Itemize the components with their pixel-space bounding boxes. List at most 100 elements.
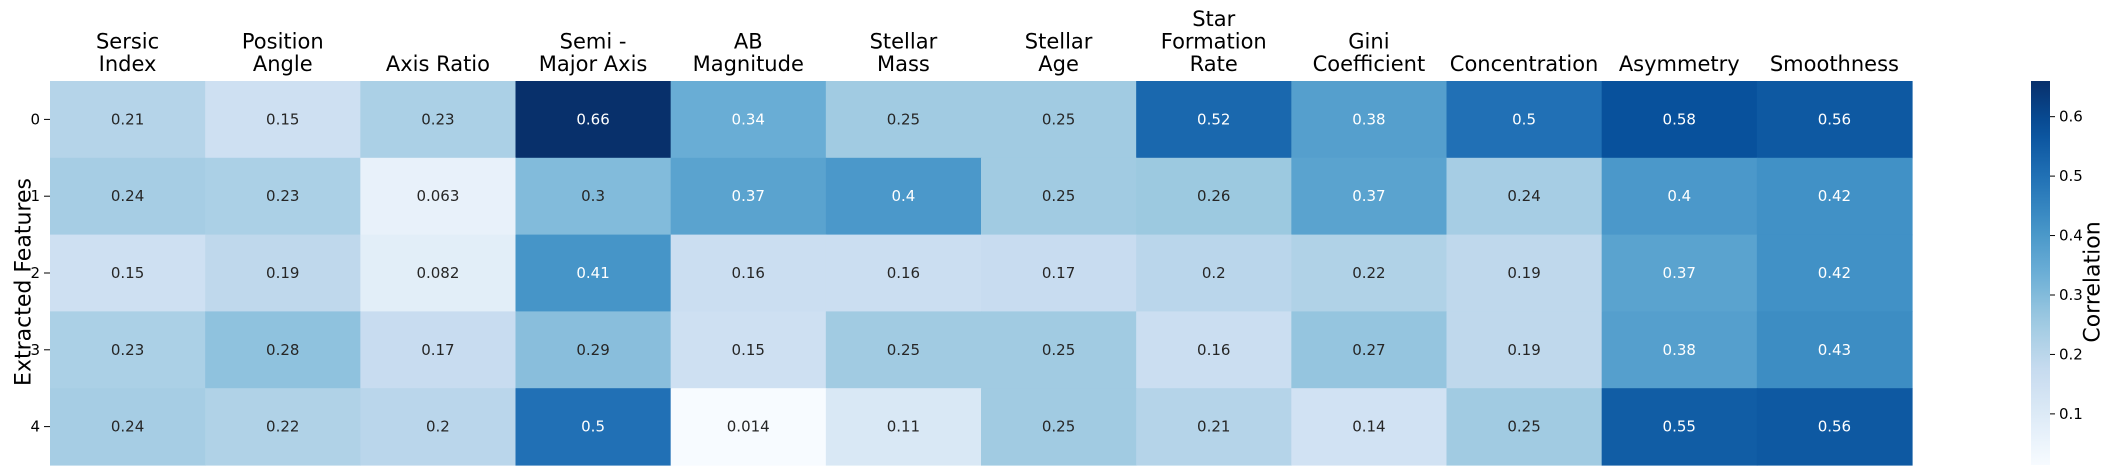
cell-value-label: 0.22 xyxy=(1352,264,1385,282)
cell-value-label: 0.15 xyxy=(732,341,765,359)
cell-value-label: 0.4 xyxy=(891,187,915,205)
cell-value-label: 0.23 xyxy=(111,341,144,359)
heatmap-cell xyxy=(1136,388,1292,466)
cell-value-label: 0.42 xyxy=(1818,264,1851,282)
heatmap-cell xyxy=(50,234,206,312)
heatmap-cell xyxy=(1446,157,1603,236)
cell-value-label: 0.17 xyxy=(1042,264,1075,282)
colorbar-gradient xyxy=(2031,81,2050,465)
cell-value-label: 0.25 xyxy=(1507,418,1540,436)
cell-value-label: 0.25 xyxy=(1042,341,1075,359)
heatmap-cell xyxy=(360,234,517,312)
cell-value-label: 0.19 xyxy=(1507,264,1540,282)
cell-value-label: 0.25 xyxy=(1042,110,1075,128)
colorbar-ticks: 0.1 0.2 0.3 0.4 0.5 0.6 xyxy=(2050,108,2083,423)
heatmap-cell xyxy=(670,157,827,236)
cell-value-label: 0.25 xyxy=(887,110,920,128)
cell-value-label: 0.22 xyxy=(266,418,299,436)
heatmap-cell xyxy=(981,388,1137,466)
heatmap-cell xyxy=(50,81,206,159)
heatmap-cell xyxy=(1446,388,1603,466)
cell-value-label: 0.58 xyxy=(1663,110,1696,128)
heatmap-cell xyxy=(1291,81,1448,159)
colorbar-label: Correlation xyxy=(2081,221,2106,342)
cell-value-label: 0.4 xyxy=(1667,187,1691,205)
heatmap-cell xyxy=(981,157,1137,236)
cell-value-label: 0.2 xyxy=(1202,264,1226,282)
heatmap-cell xyxy=(360,81,517,159)
column-label: Semi -Major Axis xyxy=(539,30,648,77)
cell-value-label: 0.3 xyxy=(581,187,605,205)
heatmap-cell xyxy=(205,81,361,159)
heatmap-cell xyxy=(1601,81,1758,159)
cell-value-label: 0.56 xyxy=(1818,110,1851,128)
cell-value-label: 0.38 xyxy=(1663,341,1696,359)
heatmap-cell xyxy=(1446,311,1603,389)
cell-value-label: 0.42 xyxy=(1818,187,1851,205)
row-label: 4 xyxy=(30,418,40,436)
y-axis-label: Extracted Features xyxy=(12,178,37,386)
heatmap-cell xyxy=(825,388,982,466)
column-label: AB Magnitude xyxy=(693,30,804,77)
cell-value-label: 0.25 xyxy=(1042,418,1075,436)
cell-value-label: 0.34 xyxy=(732,110,765,128)
heatmap-cell xyxy=(1136,234,1292,312)
cell-value-label: 0.28 xyxy=(266,341,299,359)
column-label: Star Formation Rate xyxy=(1161,7,1267,76)
row-label: 3 xyxy=(30,341,40,359)
heatmap-cell xyxy=(50,388,206,466)
heatmap-cell xyxy=(1291,234,1448,312)
colorbar-tick-label: 0.2 xyxy=(2059,345,2083,363)
heatmap-cell xyxy=(825,157,982,236)
cell-value-label: 0.014 xyxy=(727,418,770,436)
heatmap-cell xyxy=(1756,81,1913,159)
cell-value-label: 0.24 xyxy=(1507,187,1540,205)
heatmap-cell xyxy=(1291,157,1448,236)
column-label: Position Angle xyxy=(242,30,324,77)
cell-value-label: 0.14 xyxy=(1352,418,1385,436)
heatmap-cell xyxy=(1136,157,1292,236)
heatmap-cell xyxy=(515,311,672,389)
heatmap-cell xyxy=(825,311,982,389)
row-labels: 0 1 2 3 4 xyxy=(30,110,50,436)
heatmap-cell xyxy=(1136,81,1292,159)
column-label: Stellar Age xyxy=(1025,30,1093,77)
cell-value-label: 0.37 xyxy=(1352,187,1385,205)
heatmap-cell xyxy=(205,311,361,389)
cell-value-label: 0.23 xyxy=(421,110,454,128)
cell-value-label: 0.21 xyxy=(1197,418,1230,436)
heatmap-cell xyxy=(670,234,827,312)
heatmap-cell-labels: 0.21 0.15 0.23 0.66 0.34 0.25 0.25 0.52 0.38 0.5 0… xyxy=(111,110,1851,435)
column-label: Stellar Mass xyxy=(870,30,938,77)
heatmap-cell xyxy=(1446,234,1603,312)
colorbar-tick-label: 0.5 xyxy=(2059,167,2083,185)
cell-value-label: 0.26 xyxy=(1197,187,1230,205)
colorbar-tick-label: 0.3 xyxy=(2059,286,2083,304)
heatmap-cell xyxy=(360,388,517,466)
cell-value-label: 0.5 xyxy=(1512,110,1536,128)
cell-value-label: 0.5 xyxy=(581,418,605,436)
heatmap-cell xyxy=(515,157,672,236)
cell-value-label: 0.082 xyxy=(416,264,459,282)
heatmap-cell xyxy=(670,81,827,159)
cell-value-label: 0.24 xyxy=(111,418,144,436)
column-label: Asymmetry xyxy=(1619,52,1740,76)
cell-value-label: 0.27 xyxy=(1352,341,1385,359)
cell-value-label: 0.16 xyxy=(1197,341,1230,359)
colorbar-tick-label: 0.4 xyxy=(2059,227,2083,245)
heatmap-cell xyxy=(360,311,517,389)
cell-value-label: 0.15 xyxy=(266,110,299,128)
cell-value-label: 0.15 xyxy=(111,264,144,282)
heatmap-cell xyxy=(670,388,827,466)
heatmap-cell xyxy=(205,388,361,466)
colorbar-tick-label: 0.1 xyxy=(2059,405,2083,423)
cell-value-label: 0.37 xyxy=(1663,264,1696,282)
heatmap-cell xyxy=(515,234,672,312)
column-labels: Sersic Index Position Angle Axis Ratio Semi -… xyxy=(96,7,1899,76)
cell-value-label: 0.38 xyxy=(1352,110,1385,128)
heatmap-cell xyxy=(1291,311,1448,389)
heatmap-cell xyxy=(1601,311,1758,389)
cell-value-label: 0.23 xyxy=(266,187,299,205)
heatmap-cell xyxy=(1601,157,1758,236)
